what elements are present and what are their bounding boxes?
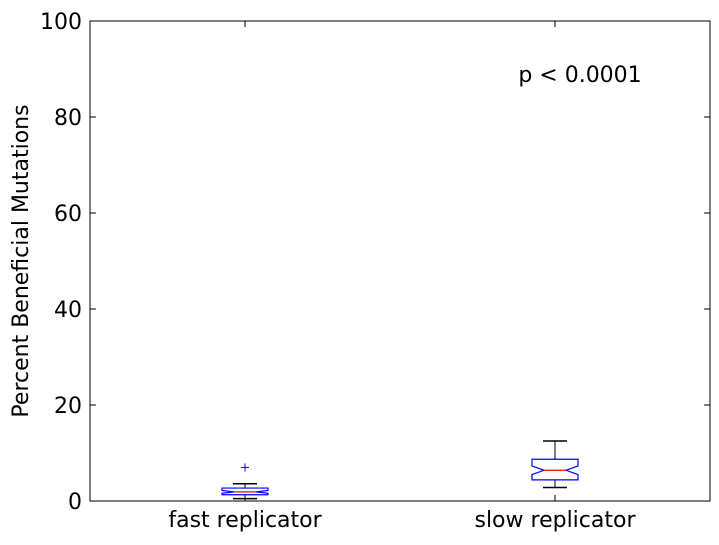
- x-tick-label: fast replicator: [168, 508, 322, 533]
- x-tick-label: slow replicator: [474, 508, 636, 533]
- y-tick-label: 20: [54, 394, 82, 419]
- box-body: [221, 487, 269, 496]
- p-value-annotation: p < 0.0001: [518, 63, 641, 88]
- y-tick-label: 60: [54, 202, 82, 227]
- box-slow-replicator: [531, 440, 579, 489]
- y-axis-label: Percent Beneficial Mutations: [9, 104, 34, 417]
- x-axis: fast replicator slow replicator: [168, 21, 636, 533]
- plot-area: [89, 20, 711, 502]
- y-tick-label: 0: [68, 490, 82, 515]
- box-fast-replicator: [221, 463, 269, 500]
- y-axis: 0 20 40 60 80 100: [40, 10, 710, 515]
- y-tick-label: 40: [54, 298, 82, 323]
- y-tick-label: 80: [54, 106, 82, 131]
- boxes: [221, 440, 579, 500]
- y-tick-label: 100: [40, 10, 82, 35]
- box-body: [531, 458, 579, 481]
- outlier-point: [241, 463, 249, 472]
